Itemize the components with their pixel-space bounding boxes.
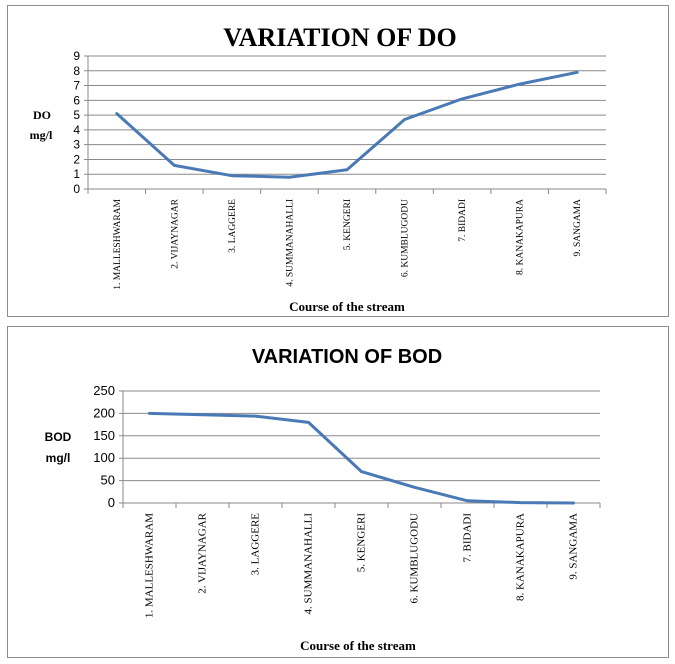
bod-category-label: 3. LAGGERE (250, 513, 262, 576)
do-category-label: 1. MALLESHWARAM (113, 198, 123, 289)
bod-category-label: 9. SANGAMA (568, 513, 580, 580)
do-y-tick-label: 9 (73, 49, 80, 63)
bod-category-label: 4. SUMMANAHALLI (303, 513, 315, 615)
bod-series-line (148, 411, 575, 505)
do-category-label: 5. KENGERI (343, 199, 353, 250)
bod-chart-title: VARIATION OF BOD (252, 346, 442, 368)
do-y-tick-label: 6 (73, 93, 80, 107)
bod-y-axis-label-line1: BOD (45, 430, 72, 444)
bod-chart-panel: VARIATION OF BOD BOD mg/l Course of the … (7, 326, 669, 658)
do-y-tick-label: 5 (73, 108, 80, 122)
do-x-axis-label: Course of the stream (289, 299, 405, 314)
do-category-label: 4. SUMMANAHALLI (285, 199, 295, 287)
do-chart-panel: VARIATION OF DO DO mg/l Course of the st… (7, 5, 669, 317)
do-chart: VARIATION OF DO DO mg/l Course of the st… (30, 23, 607, 314)
do-y-tick-label: 2 (73, 152, 80, 166)
do-y-tick-label: 8 (73, 64, 80, 78)
do-category-label: 7. BIDADI (458, 199, 468, 242)
bod-y-tick-label: 200 (93, 405, 115, 420)
do-series-line (115, 70, 579, 179)
bod-y-tick-label: 0 (108, 495, 115, 510)
bod-category-label: 2. VIJAYNAGAR (197, 512, 209, 593)
do-y-tick-label: 0 (73, 182, 80, 196)
do-category-label: 6. KUMBLUGODU (401, 199, 411, 277)
bod-chart: VARIATION OF BOD BOD mg/l Course of the … (45, 346, 601, 653)
do-category-label: 3. LAGGERE (228, 199, 238, 253)
bod-category-label: 5. KENGERI (356, 513, 368, 573)
bod-category-label: 6. KUMBLUGODU (409, 513, 421, 604)
bod-y-tick-label: 150 (93, 428, 115, 443)
do-y-tick-label: 4 (73, 123, 80, 137)
do-category-label: 2. VIJAYNAGAR (170, 198, 180, 268)
bod-y-axis-label-line2: mg/l (46, 451, 71, 465)
bod-category-label: 7. BIDADI (462, 513, 474, 563)
bod-y-tick-label: 100 (93, 450, 115, 465)
bod-category-label: 1. MALLESHWARAM (144, 513, 156, 618)
do-category-label: 9. SANGAMA (573, 199, 583, 257)
bod-y-tick-label: 50 (101, 473, 115, 488)
do-y-tick-label: 3 (73, 138, 80, 152)
do-y-axis-label-line1: DO (33, 108, 51, 122)
do-y-tick-label: 1 (73, 167, 80, 181)
bod-y-tick-label: 250 (93, 383, 115, 398)
bod-x-axis-label: Course of the stream (300, 638, 416, 653)
do-chart-title: VARIATION OF DO (223, 23, 457, 52)
do-y-axis-label-line2: mg/l (30, 128, 53, 142)
do-category-label: 8. KANAKAPURA (516, 199, 526, 275)
do-y-tick-label: 7 (73, 79, 80, 93)
bod-category-label: 8. KANAKAPURA (515, 513, 527, 601)
